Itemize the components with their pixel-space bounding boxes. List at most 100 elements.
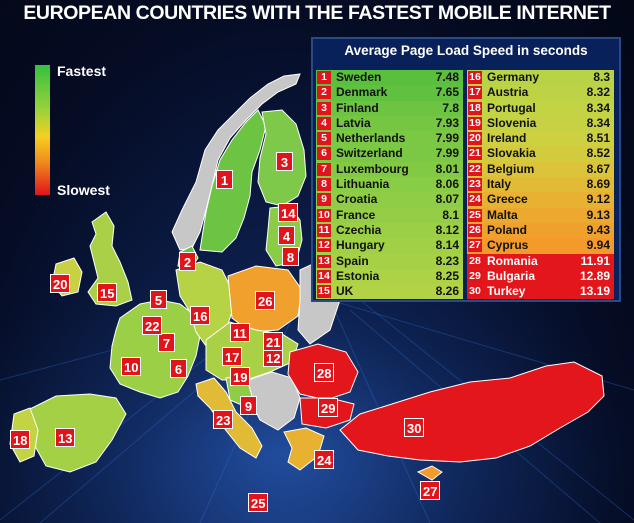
rank-badge: 13 — [317, 254, 331, 268]
map-marker: 28 — [314, 363, 335, 382]
ranking-row: 21 Slovakia 8.52 — [467, 146, 614, 162]
map-marker: 25 — [248, 493, 269, 512]
rank-badge: 30 — [468, 285, 482, 299]
load-time-value: 8.34 — [586, 115, 610, 130]
map-marker: 6 — [170, 359, 187, 378]
rank-badge: 25 — [468, 208, 482, 222]
legend-fastest-label: Fastest — [57, 63, 107, 79]
load-time-value: 8.67 — [586, 161, 610, 176]
country-name: Malta — [487, 207, 518, 222]
rank-badge: 26 — [468, 223, 482, 237]
country-name: Netherlands — [336, 131, 406, 146]
load-time-value: 12.89 — [579, 268, 610, 283]
ranking-row: 27 Cyprus 9.94 — [467, 238, 614, 254]
ranking-row: 3 Finland 7.8 — [316, 100, 463, 116]
map-marker: 10 — [121, 357, 142, 376]
ranking-row: 6 Switzerland 7.99 — [316, 146, 463, 162]
load-time-value: 8.07 — [435, 192, 459, 207]
map-marker: 18 — [10, 430, 31, 449]
country-name: Latvia — [336, 115, 371, 130]
map-marker: 13 — [55, 428, 76, 447]
country-name: Belgium — [487, 161, 535, 176]
load-time-value: 9.12 — [586, 192, 610, 207]
rank-badge: 4 — [317, 116, 331, 130]
map-marker: 1 — [216, 170, 233, 189]
load-time-value: 13.19 — [579, 284, 610, 299]
load-time-value: 8.06 — [435, 177, 459, 192]
map-marker: 2 — [179, 252, 196, 271]
rank-badge: 1 — [317, 71, 331, 84]
map-marker: 19 — [230, 367, 251, 386]
load-time-value: 7.48 — [435, 70, 459, 84]
country-name: Denmark — [336, 85, 388, 100]
region-uk — [87, 211, 133, 307]
ranking-row: 1 Sweden 7.48 — [316, 70, 463, 86]
ranking-row: 13 Spain 8.23 — [316, 253, 463, 269]
map-marker: 27 — [420, 481, 441, 500]
rank-badge: 5 — [317, 132, 331, 146]
map-marker: 24 — [314, 450, 335, 469]
country-name: Romania — [487, 253, 538, 268]
ranking-table: Average Page Load Speed in seconds 1 Swed… — [311, 37, 621, 302]
rank-badge: 7 — [317, 162, 331, 176]
rank-badge: 23 — [468, 178, 482, 192]
load-time-value: 8.51 — [586, 131, 610, 146]
load-time-value: 8.32 — [586, 85, 610, 100]
region-turkey — [339, 361, 605, 463]
map-marker: 8 — [282, 247, 299, 266]
rank-badge: 17 — [468, 86, 482, 100]
load-time-value: 9.94 — [586, 238, 610, 253]
ranking-table-title: Average Page Load Speed in seconds — [344, 43, 588, 58]
country-name: Poland — [487, 222, 528, 237]
country-name: UK — [336, 284, 354, 299]
country-name: Sweden — [336, 70, 382, 84]
load-time-value: 9.13 — [586, 207, 610, 222]
country-name: Lithuania — [336, 177, 390, 192]
ranking-row: 23 Italy 8.69 — [467, 177, 614, 193]
legend-slowest-label: Slowest — [57, 182, 110, 198]
country-name: Switzerland — [336, 146, 403, 161]
country-name: Finland — [336, 100, 379, 115]
load-time-value: 8.69 — [586, 177, 610, 192]
load-time-value: 8.12 — [435, 222, 459, 237]
rank-badge: 3 — [317, 101, 331, 115]
ranking-row: 30 Turkey 13.19 — [467, 284, 614, 300]
rank-badge: 10 — [317, 208, 331, 222]
rank-badge: 19 — [468, 116, 482, 130]
map-marker: 5 — [150, 290, 167, 309]
ranking-row: 15 UK 8.26 — [316, 284, 463, 300]
ranking-row: 25 Malta 9.13 — [467, 207, 614, 223]
country-name: Bulgaria — [487, 268, 536, 283]
country-name: Slovenia — [487, 115, 537, 130]
main-title: EUROPEAN COUNTRIES WITH THE FASTEST MOBI… — [23, 2, 611, 24]
ranking-row: 7 Luxembourg 8.01 — [316, 161, 463, 178]
map-marker: 16 — [190, 306, 211, 325]
load-time-value: 8.23 — [435, 253, 459, 268]
region-spain — [27, 393, 127, 473]
ranking-row: 11 Czechia 8.12 — [316, 222, 463, 239]
rank-badge: 8 — [317, 178, 331, 192]
country-name: Hungary — [336, 238, 385, 253]
ranking-row: 14 Estonia 8.25 — [316, 268, 463, 285]
country-name: Slovakia — [487, 146, 536, 161]
load-time-value: 9.43 — [586, 222, 610, 237]
ranking-row: 17 Austria 8.32 — [467, 85, 614, 101]
load-time-value: 8.52 — [586, 146, 610, 161]
ranking-row: 22 Belgium 8.67 — [467, 161, 614, 178]
ranking-row: 24 Greece 9.12 — [467, 192, 614, 208]
rank-badge: 12 — [317, 239, 331, 253]
rank-badge: 24 — [468, 193, 482, 207]
rank-badge: 22 — [468, 162, 482, 176]
map-marker: 9 — [240, 396, 257, 415]
map-marker: 12 — [263, 348, 284, 367]
map-marker: 3 — [276, 152, 293, 171]
load-time-value: 8.1 — [442, 207, 459, 222]
rank-badge: 6 — [317, 147, 331, 161]
ranking-row: 18 Portugal 8.34 — [467, 100, 614, 116]
ranking-row: 4 Latvia 7.93 — [316, 115, 463, 132]
ranking-row: 20 Ireland 8.51 — [467, 131, 614, 147]
rank-badge: 14 — [317, 269, 331, 283]
rank-badge: 21 — [468, 147, 482, 161]
country-name: Croatia — [336, 192, 378, 207]
